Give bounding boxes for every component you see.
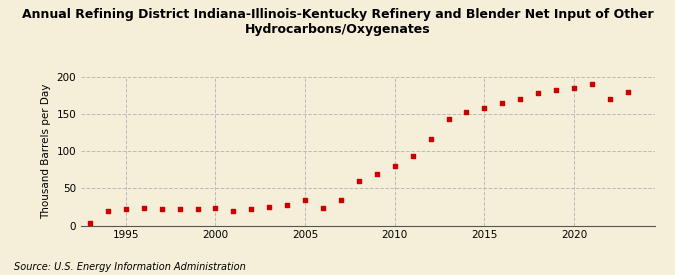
Text: Annual Refining District Indiana-Illinois-Kentucky Refinery and Blender Net Inpu: Annual Refining District Indiana-Illinoi… [22, 8, 653, 36]
Point [371, 171, 382, 176]
Y-axis label: Thousand Barrels per Day: Thousand Barrels per Day [40, 84, 51, 219]
Point [533, 91, 543, 95]
Point [551, 87, 562, 92]
Point [84, 221, 95, 226]
Point [622, 90, 633, 94]
Point [335, 197, 346, 202]
Point [354, 179, 364, 183]
Point [246, 207, 256, 211]
Point [174, 207, 185, 211]
Point [103, 209, 113, 214]
Point [210, 206, 221, 211]
Point [389, 164, 400, 168]
Point [300, 197, 310, 202]
Point [228, 208, 239, 213]
Point [120, 207, 131, 211]
Point [157, 207, 167, 211]
Point [281, 202, 292, 207]
Point [515, 97, 526, 101]
Point [587, 81, 597, 86]
Point [497, 101, 508, 105]
Point [138, 206, 149, 211]
Point [192, 207, 203, 211]
Point [605, 97, 616, 101]
Point [461, 110, 472, 114]
Point [264, 205, 275, 209]
Point [568, 86, 579, 90]
Point [318, 205, 329, 210]
Text: Source: U.S. Energy Information Administration: Source: U.S. Energy Information Administ… [14, 262, 245, 272]
Point [425, 136, 436, 141]
Point [443, 117, 454, 122]
Point [479, 106, 490, 110]
Point [407, 153, 418, 158]
